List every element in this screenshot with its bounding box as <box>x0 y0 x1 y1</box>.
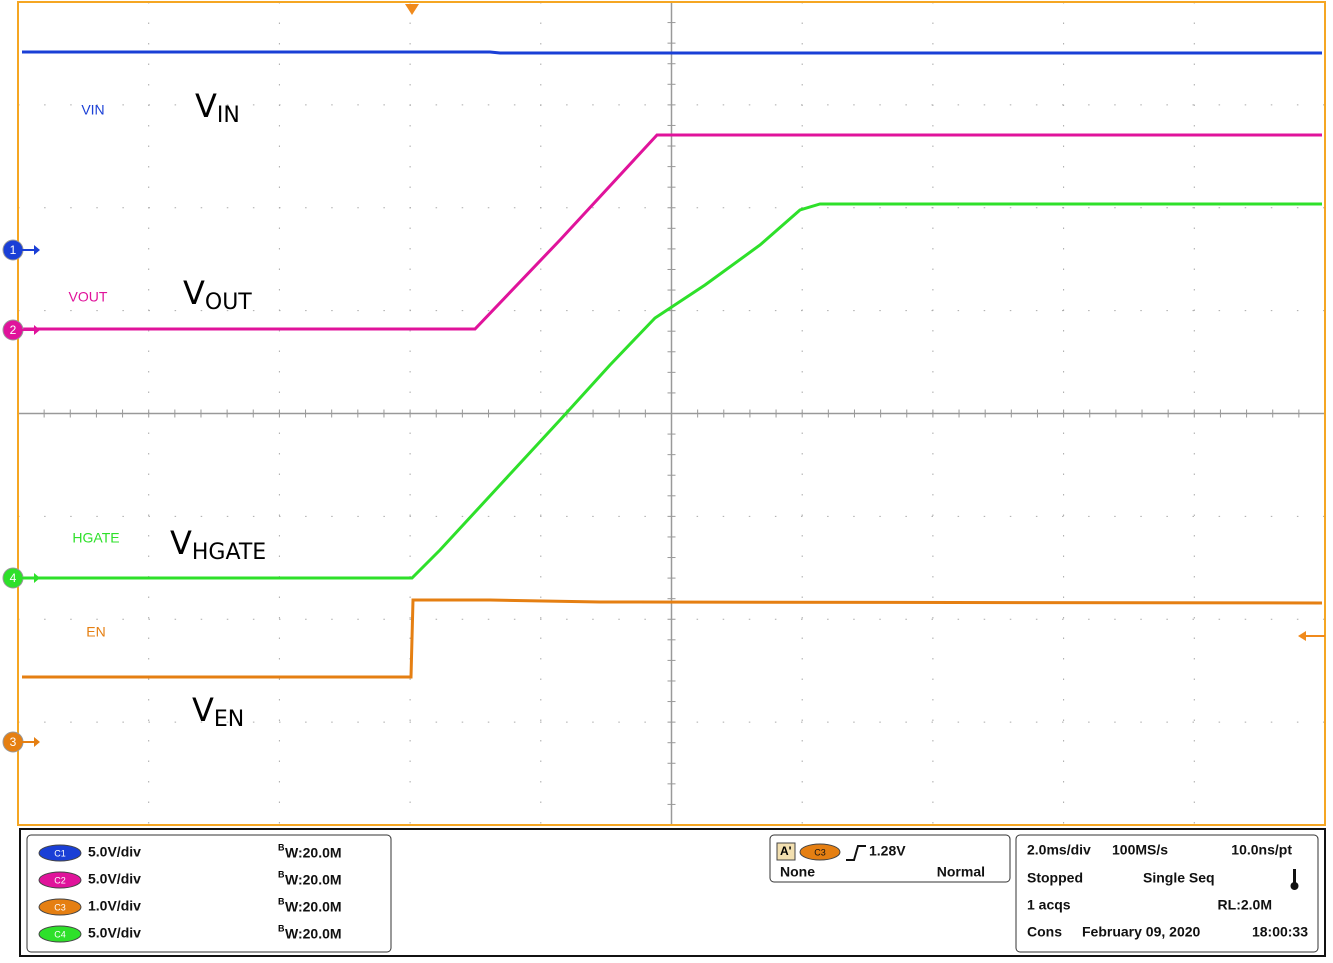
bandwidth: W:20.0M <box>285 845 342 861</box>
marker-arrow <box>34 325 40 335</box>
channel-label: HGATE <box>72 530 119 546</box>
marker-arrow <box>34 245 40 255</box>
signal-subscript: HGATE <box>192 540 266 565</box>
timebase-resolution: 10.0ns/pt <box>1231 842 1292 858</box>
channel-label: VIN <box>81 102 104 118</box>
signal-subscript: OUT <box>205 290 252 315</box>
channel-scale: 5.0V/div <box>88 925 141 941</box>
timebase-time: 18:00:33 <box>1252 924 1308 940</box>
channel-name: C4 <box>54 929 66 939</box>
signal-name: VIN <box>195 87 240 128</box>
waveform-en <box>22 598 1323 679</box>
marker-number: 1 <box>10 243 17 257</box>
timebase-display: Cons <box>1027 924 1062 940</box>
plot-border <box>17 1 1326 826</box>
channel-markers: 1 2 4 3 <box>2 239 40 753</box>
signal-main: V <box>195 87 217 125</box>
waveform-vout <box>22 133 1322 331</box>
trigger-tag: A' <box>780 844 792 858</box>
trigger-tag-box <box>776 842 796 861</box>
channel-badge <box>38 925 82 943</box>
channel-name: C2 <box>54 875 66 885</box>
bw-prefix: B <box>278 869 285 879</box>
trigger-level: 1.28V <box>869 843 906 859</box>
channel-label: VOUT <box>69 289 108 305</box>
timebase-scale: 2.0ms/div <box>1027 842 1091 858</box>
channel-label: EN <box>86 624 105 640</box>
trigger-coupling: None <box>780 864 815 880</box>
signal-main: V <box>183 274 205 312</box>
channel-badge <box>38 871 82 889</box>
graticule <box>17 1 1326 826</box>
channel-name: C1 <box>54 848 66 858</box>
timebase-box <box>1015 834 1319 953</box>
bandwidth: W:20.0M <box>285 872 342 888</box>
signal-name: VOUT <box>183 274 252 315</box>
channel-scale: 5.0V/div <box>88 844 141 860</box>
timebase-acquisitions: 1 acqs <box>1027 897 1071 913</box>
marker-number: 3 <box>10 735 17 749</box>
timebase-date: February 09, 2020 <box>1082 924 1201 940</box>
signal-subscript: EN <box>214 707 244 732</box>
channel-badge <box>38 844 82 862</box>
signal-name: VEN <box>192 691 244 732</box>
timebase-rate: 100MS/s <box>1112 842 1168 858</box>
bw-prefix: B <box>278 842 285 852</box>
bw-prefix: B <box>278 896 285 906</box>
timebase-sequence: Single Seq <box>1143 870 1215 886</box>
signal-main: V <box>170 524 192 562</box>
waveform-hgate <box>22 202 1322 580</box>
timebase-state: Stopped <box>1027 870 1083 886</box>
thermometer <box>1293 869 1296 883</box>
marker-number: 4 <box>10 571 17 585</box>
marker-number: 2 <box>10 323 17 337</box>
marker-arrow <box>34 573 40 583</box>
channel-scale: 1.0V/div <box>88 898 141 914</box>
thermometer <box>1290 882 1299 890</box>
trigger-edge <box>846 845 866 861</box>
waveform-vin <box>22 50 1322 55</box>
signal-name: VHGATE <box>170 524 266 565</box>
channel-box <box>26 834 392 953</box>
bandwidth: W:20.0M <box>285 926 342 942</box>
bw-prefix: B <box>278 923 285 933</box>
channel-badge <box>38 898 82 916</box>
channel-scale: 5.0V/div <box>88 871 141 887</box>
bandwidth: W:20.0M <box>285 899 342 915</box>
trigger-mode: Normal <box>937 864 985 880</box>
timebase-record-length: RL:2.0M <box>1218 897 1272 913</box>
trigger-position <box>405 4 419 15</box>
trigger-source: C3 <box>814 847 826 857</box>
signal-main: V <box>192 691 214 729</box>
marker-arrow <box>34 737 40 747</box>
channel-name: C3 <box>54 902 66 912</box>
trigger-source-badge <box>799 843 841 861</box>
signal-subscript: IN <box>217 103 240 128</box>
trigger-level-arrow <box>1298 631 1306 641</box>
